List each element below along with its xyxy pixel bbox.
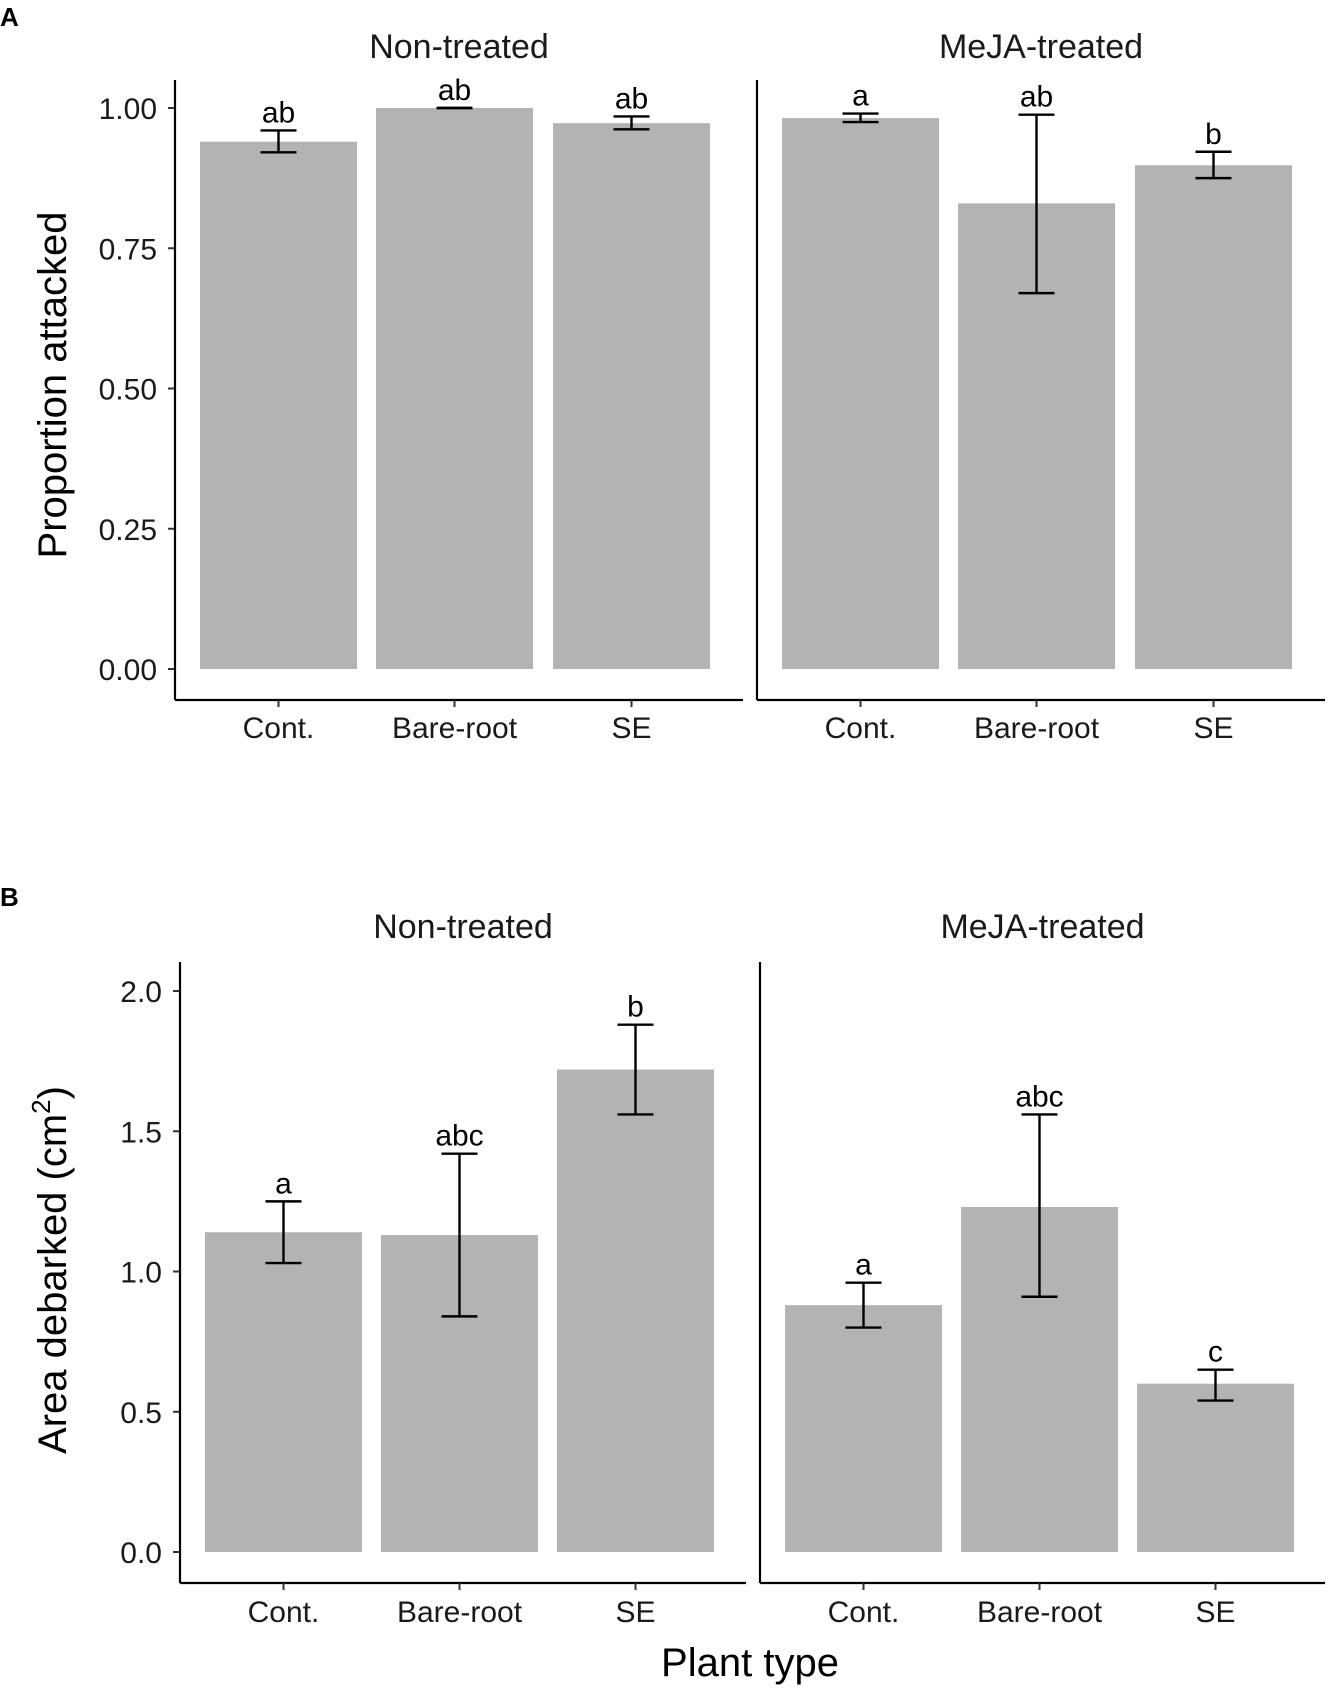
x-tick-label: Bare-root: [974, 712, 1100, 745]
bar: [782, 118, 939, 669]
panel-letter: B: [0, 882, 19, 912]
bar: [1135, 165, 1292, 670]
y-axis-label: Proportion attacked: [31, 212, 75, 559]
error-bar: [260, 129, 297, 154]
facet-meja-treated: MeJA-treated a Cont. abc Bare-root c SE: [758, 908, 1325, 1629]
y-tick-label: 2.0: [120, 976, 162, 1009]
significance-letter: b: [1205, 118, 1222, 151]
significance-letter: ab: [438, 74, 471, 107]
bar: [557, 1069, 714, 1552]
x-tick-label: Cont.: [243, 712, 315, 745]
facet-meja-treated: MeJA-treated a Cont. ab Bare-root b SE: [755, 28, 1325, 745]
x-tick-label: SE: [611, 712, 651, 745]
x-tick-label: Bare-root: [392, 712, 518, 745]
error-bar: [1197, 1368, 1234, 1402]
y-tick-label: 1.00: [99, 93, 157, 126]
facet-non-treated: Non-treated a Cont. abc Bare-root b SE: [178, 908, 746, 1629]
x-tick-label: Cont.: [248, 1596, 320, 1629]
x-tick-label: SE: [1195, 1596, 1235, 1629]
bar: [553, 123, 710, 670]
error-bar: [1195, 150, 1232, 180]
x-tick-label: Cont.: [825, 712, 897, 745]
x-tick-label: SE: [1193, 712, 1233, 745]
facet-non-treated: Non-treated ab Cont. ab Bare-root ab SE: [173, 28, 743, 745]
y-tick-label: 0.25: [99, 514, 157, 547]
facet-title: MeJA-treated: [939, 28, 1143, 66]
error-bar: [1018, 113, 1055, 295]
y-tick-label: 1.5: [120, 1116, 162, 1149]
y-tick-label: 0.0: [120, 1537, 162, 1570]
significance-letter: c: [1208, 1336, 1223, 1369]
x-axis-label: Plant type: [661, 1641, 839, 1685]
error-bar: [1021, 1113, 1058, 1298]
error-bar: [441, 1152, 478, 1318]
significance-letter: abc: [435, 1120, 483, 1153]
y-axis-label-superscript: 2: [26, 1099, 56, 1113]
x-tick-label: Bare-root: [977, 1596, 1103, 1629]
y-tick-label: 0.5: [120, 1397, 162, 1430]
significance-letter: abc: [1015, 1080, 1063, 1113]
chart-panel-b: B Area debarked (cm2) Plant type 0.0 0.5 1.0 1…: [0, 882, 1325, 1685]
significance-letter: ab: [615, 82, 648, 115]
bar: [376, 108, 533, 669]
panel-letter: A: [0, 2, 19, 32]
significance-letter: b: [627, 991, 644, 1024]
error-bar: [265, 1200, 302, 1265]
error-bar: [842, 112, 879, 124]
chart-panel-a: A Proportion attacked 0.00 0.25 0.50 0.75 1.00…: [0, 2, 1325, 745]
error-bar: [617, 1023, 654, 1116]
x-tick-label: SE: [615, 1596, 655, 1629]
y-axis-label: Area debarked (cm2): [26, 1086, 75, 1454]
y-tick-label: 0.75: [99, 233, 157, 266]
bar: [1137, 1383, 1294, 1552]
significance-letter: a: [852, 80, 869, 113]
y-tick-label: 1.0: [120, 1257, 162, 1290]
x-tick-label: Bare-root: [397, 1596, 523, 1629]
error-bar: [845, 1281, 882, 1329]
y-axis-label-main: Area debarked (cm: [31, 1114, 75, 1454]
facet-title: Non-treated: [369, 28, 549, 66]
bar: [200, 141, 357, 669]
facet-title: Non-treated: [373, 908, 553, 946]
significance-letter: a: [855, 1249, 872, 1282]
x-tick-label: Cont.: [828, 1596, 900, 1629]
y-tick-label: 0.00: [99, 654, 157, 687]
significance-letter: ab: [262, 96, 295, 129]
bar: [205, 1232, 362, 1552]
facet-title: MeJA-treated: [940, 908, 1144, 946]
error-bar: [613, 115, 650, 131]
significance-letter: ab: [1020, 81, 1053, 114]
y-tick-label: 0.50: [99, 374, 157, 407]
bar: [785, 1305, 942, 1552]
significance-letter: a: [275, 1167, 292, 1200]
y-axis-label-end: ): [31, 1086, 75, 1099]
